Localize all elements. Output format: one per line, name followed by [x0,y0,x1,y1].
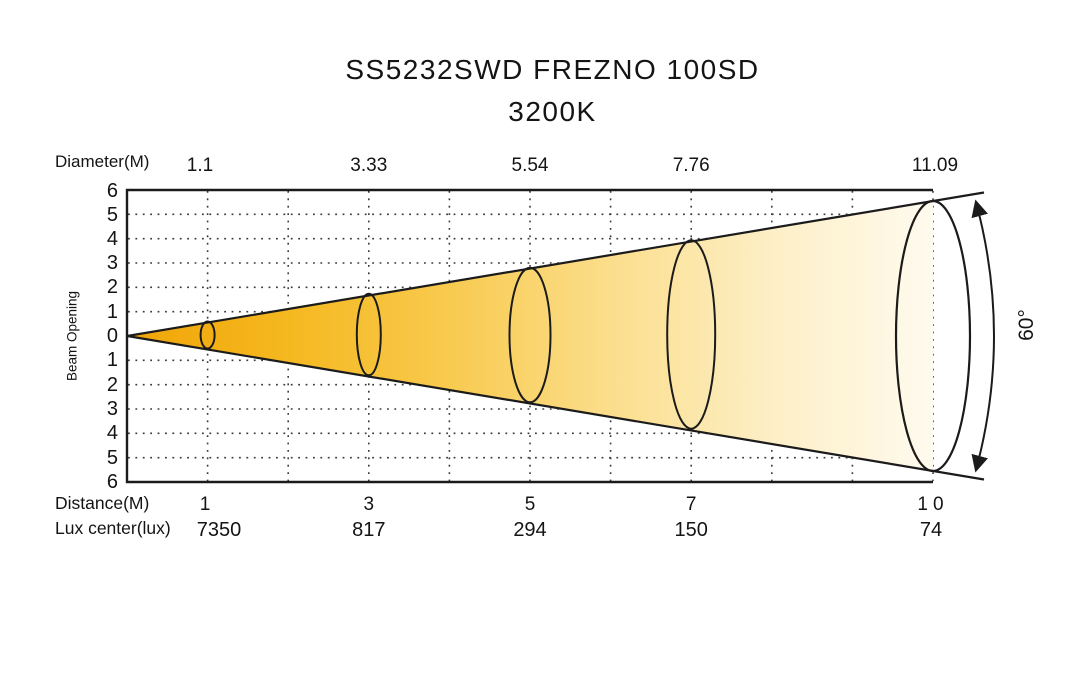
left-axis-tick: 6 [106,471,118,493]
beam-ellipse-d1 [199,320,216,350]
left-axis-tick: 2 [106,374,118,396]
left-axis-tick: 4 [106,422,118,444]
beam-cone-fill [127,201,933,471]
distance-value: 5 [524,494,536,515]
lux-value: 74 [919,519,943,541]
distance-value: 1 [199,494,211,515]
left-axis-tick: 4 [106,228,118,250]
left-axis-tick: 3 [106,398,118,420]
top-axis-value: 7.76 [672,155,710,176]
left-axis-tick: 1 [106,349,118,371]
left-axis-tick: 0 [106,325,118,347]
left-axis-tick: 5 [106,204,118,226]
beam-ellipses [199,199,972,473]
distance-axis-label: Distance(M) [55,493,150,513]
beam-edge-bottom [126,334,985,481]
left-axis-tick: 6 [106,180,118,202]
distance-value: 10 [917,494,949,515]
top-axis-value: 5.54 [511,155,549,176]
left-axis-title: Beam Opening [64,290,80,382]
lux-value: 150 [674,519,708,541]
top-axis-value: 3.33 [350,155,388,176]
beam-ellipse-d5 [508,266,552,404]
beam-ellipse-d7 [666,239,717,430]
left-axis-tick: 2 [106,276,118,298]
top-axis-label: Diameter(M) [55,152,150,171]
lux-value: 817 [352,519,386,541]
beam-ellipse-d3 [355,292,382,377]
plot-border [125,188,933,484]
left-axis-tick: 5 [106,447,118,469]
beam-angle-arc [971,199,995,473]
page-title-line2: 3200K [508,96,597,127]
left-axis-tick: 3 [106,252,118,274]
lux-axis-label: Lux center(lux) [55,518,171,538]
left-axis-tick: 1 [106,301,118,323]
lux-value: 7350 [196,519,242,541]
top-axis-value: 1.1 [186,155,214,176]
page-title-line1: SS5232SWD FREZNO 100SD [345,54,760,85]
lux-value: 294 [513,519,547,541]
beam-ellipse-d10 [894,199,972,473]
top-axis-value: 11.09 [911,155,959,176]
beam-angle-label: 60° [1015,309,1038,341]
distance-value: 3 [363,494,375,515]
beam-edge-top [126,191,985,338]
distance-value: 7 [685,494,697,515]
